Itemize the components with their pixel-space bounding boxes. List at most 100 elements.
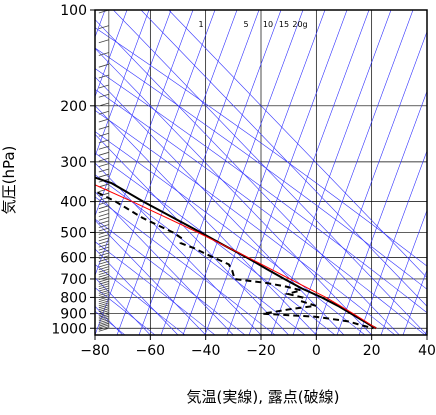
wind-barb: [98, 132, 109, 137]
wind-barb: [98, 292, 109, 296]
mixing-ratio-label: 10: [263, 20, 273, 29]
wind-barb: [98, 289, 109, 294]
adiabat-line: [95, 152, 336, 335]
wind-barb: [98, 246, 109, 251]
mixing-ratio-line: [116, 10, 238, 335]
mixing-ratio-label: 20g: [292, 20, 307, 29]
wind-barb: [98, 209, 109, 214]
mixing-ratio-line: [358, 149, 427, 335]
wind-barb: [98, 84, 109, 89]
wind-barb: [98, 313, 109, 318]
adiabat-line: [95, 196, 276, 335]
wind-barb: [98, 294, 109, 299]
wind-barb: [98, 168, 109, 173]
wind-barb: [98, 139, 109, 144]
wind-barb: [98, 183, 109, 188]
wind-barb: [98, 224, 109, 228]
y-tick-label: 900: [60, 307, 87, 323]
isotherm-line: [95, 105, 317, 335]
wind-barb: [98, 237, 109, 242]
wind-barb: [98, 243, 109, 248]
wind-barb: [98, 25, 109, 30]
mixing-ratio-label: 5: [243, 20, 248, 29]
x-tick-label: −40: [191, 343, 221, 359]
wind-barb: [98, 273, 109, 278]
wind-barb: [98, 227, 109, 232]
isotherm-line: [168, 10, 427, 279]
wind-barb: [98, 216, 109, 221]
y-tick-label: 500: [60, 225, 87, 241]
mixing-ratio-labels: 1 5 10 15 20g: [198, 20, 307, 29]
adiabat-line: [95, 241, 216, 335]
mixing-ratio-line: [248, 10, 370, 335]
wind-barb: [98, 220, 109, 225]
wind-barb: [98, 213, 109, 217]
profile-series: [95, 176, 377, 330]
mixing-ratio-line: [204, 10, 326, 335]
adiabat-line: [95, 109, 396, 335]
mixing-ratio-line: [95, 10, 172, 217]
wind-barb: [98, 249, 109, 254]
skewed-isotherms: [95, 10, 427, 335]
wind-barb: [98, 312, 109, 316]
wind-barb: [98, 151, 109, 156]
wind-barb: [98, 327, 109, 332]
y-axis-label: 気圧(hPa): [0, 146, 18, 215]
wind-barb: [98, 315, 109, 320]
adiabat-line: [95, 27, 427, 267]
x-axis-label: 気温(実線), 露点(破線): [187, 388, 340, 406]
wind-barb: [98, 145, 109, 150]
mixing-ratio-line: [138, 10, 260, 335]
wind-barb: [98, 255, 109, 260]
wind-barb: [98, 268, 109, 273]
wind-barb: [98, 322, 109, 327]
isotherm-line: [95, 19, 400, 335]
mixing-ratio-line: [402, 269, 427, 335]
wind-barb: [98, 240, 109, 245]
wind-barbs: [98, 9, 110, 332]
adiabat-line: [95, 68, 427, 314]
x-tick-label: 20: [363, 343, 381, 359]
wind-barb: [98, 258, 109, 262]
y-tick-label: 600: [60, 251, 87, 267]
mixing-ratio-line: [95, 10, 150, 158]
adiabat-line: [95, 131, 366, 335]
adiabat-line: [95, 174, 306, 335]
wind-barb: [98, 300, 109, 305]
wind-barb: [98, 52, 109, 56]
wind-barb: [98, 298, 109, 303]
wind-barb: [98, 310, 109, 314]
isotherm-line: [95, 47, 372, 335]
mixing-ratio-label: 1: [198, 20, 203, 29]
wind-barb: [98, 93, 109, 98]
y-tick-label: 100: [60, 3, 87, 19]
wind-barb: [98, 102, 109, 107]
mixing-ratio-line: [95, 10, 128, 98]
isotherm-line: [95, 248, 179, 335]
wind-barb: [98, 308, 109, 313]
x-tick-label: −60: [136, 343, 166, 359]
mixing-ratio-line: [380, 209, 427, 335]
y-tick-label: 200: [60, 99, 87, 115]
isotherm-line: [95, 76, 345, 335]
wind-barb: [98, 252, 109, 257]
y-tick-label: 300: [60, 155, 87, 171]
wind-barb: [98, 283, 109, 288]
mixing-ratio-label: 15: [279, 20, 289, 29]
profile-series-2: [95, 184, 377, 329]
wind-barb: [98, 205, 109, 210]
wind-barb: [98, 188, 109, 192]
wind-barb: [98, 321, 109, 325]
wind-barb: [98, 110, 109, 115]
mixing-ratio-line: [95, 10, 216, 335]
adiabat-line: [95, 88, 426, 335]
wind-barb: [98, 280, 109, 285]
mixing-ratio-line: [182, 10, 304, 335]
profile-series-1: [95, 190, 374, 330]
wind-barb: [98, 39, 109, 44]
isotherm-line: [95, 191, 234, 335]
wind-barb: [98, 271, 109, 276]
